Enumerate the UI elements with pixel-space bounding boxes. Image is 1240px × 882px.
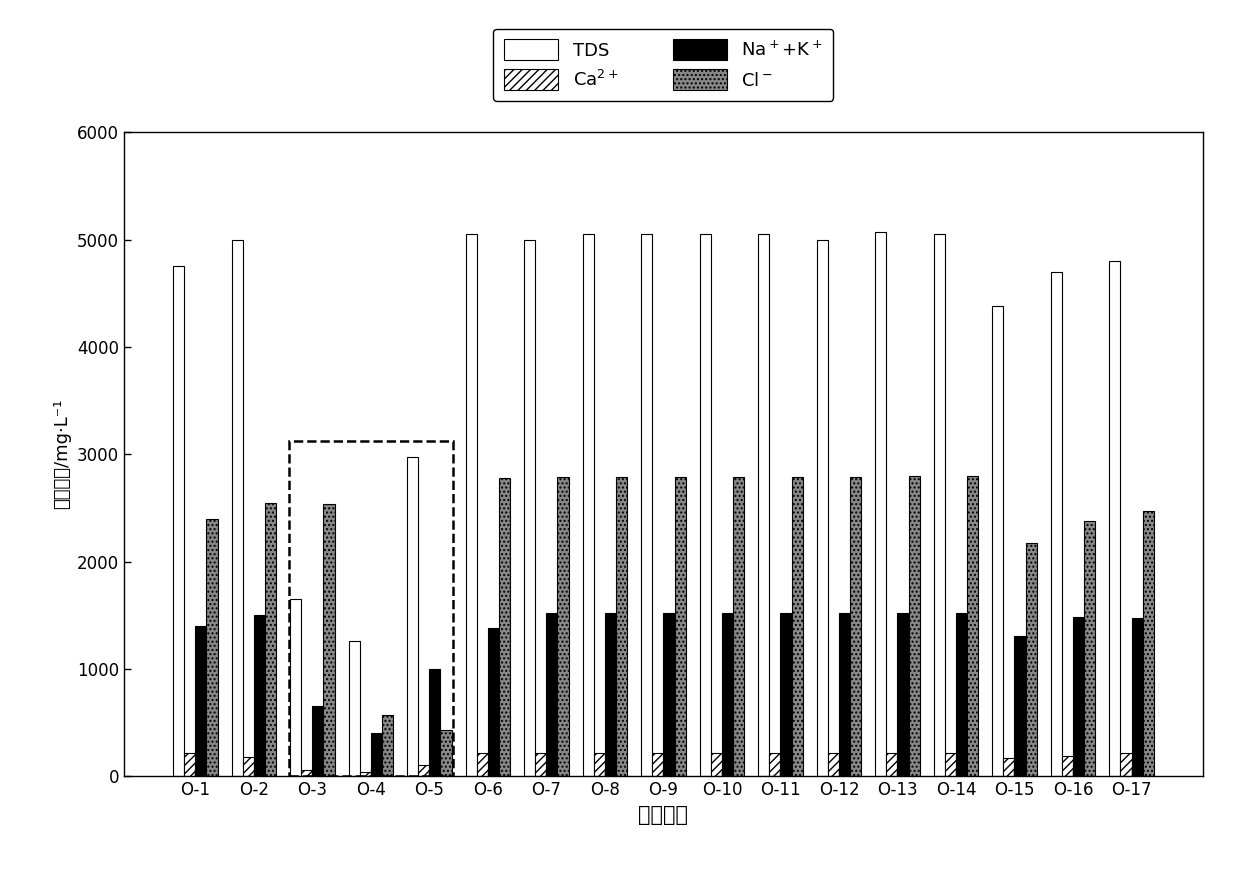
Bar [722,613,733,776]
Bar [174,266,185,776]
Bar [429,669,440,776]
Bar [605,613,616,776]
Bar [360,772,371,776]
Bar [1073,617,1084,776]
Bar [945,752,956,776]
Bar [652,752,663,776]
Bar [324,504,335,776]
Bar [407,458,418,776]
X-axis label: 样品编号: 样品编号 [639,804,688,825]
Bar [780,613,791,776]
Bar [699,235,711,776]
Bar [185,752,195,776]
Bar [1132,618,1142,776]
Bar [956,613,967,776]
Bar [371,733,382,776]
Bar [536,752,547,776]
Bar [558,477,569,776]
Bar [851,477,862,776]
Bar [817,240,828,776]
Bar [828,752,839,776]
Bar [1003,758,1014,776]
Bar [934,235,945,776]
Bar [898,613,909,776]
Bar [992,306,1003,776]
Bar [887,752,898,776]
Bar [583,235,594,776]
Bar [487,628,498,776]
Bar [243,758,254,776]
Bar [1110,261,1121,776]
Bar [382,715,393,776]
Bar [791,477,802,776]
Bar [1142,511,1153,776]
Bar [476,752,487,776]
Bar [547,613,558,776]
Bar [195,626,206,776]
Bar [206,519,217,776]
Bar [1084,520,1095,776]
Bar [254,616,265,776]
Bar [758,235,769,776]
Bar [312,706,324,776]
Bar [1014,636,1025,776]
Bar [594,752,605,776]
Bar [733,477,744,776]
Bar [265,503,277,776]
Bar [290,599,301,776]
Y-axis label: 质量浓度/mg·L⁻¹: 质量浓度/mg·L⁻¹ [53,399,72,510]
Bar [465,235,476,776]
Bar [839,613,851,776]
Bar [440,730,451,776]
Bar [301,770,312,776]
Bar [525,240,536,776]
Bar [1050,272,1061,776]
Bar [711,752,722,776]
Bar [289,441,453,776]
Bar [1121,752,1132,776]
Bar [232,240,243,776]
Bar [348,641,360,776]
Bar [1061,756,1073,776]
Bar [967,475,978,776]
Bar [675,477,686,776]
Bar [616,477,627,776]
Bar [875,232,887,776]
Bar [1025,543,1037,776]
Bar [769,752,780,776]
Bar [641,235,652,776]
Bar [663,613,675,776]
Bar [498,478,510,776]
Legend: TDS, Ca$^{2+}$, Na$^+$+K$^+$, Cl$^-$: TDS, Ca$^{2+}$, Na$^+$+K$^+$, Cl$^-$ [494,28,833,101]
Bar [418,766,429,776]
Bar [909,475,920,776]
